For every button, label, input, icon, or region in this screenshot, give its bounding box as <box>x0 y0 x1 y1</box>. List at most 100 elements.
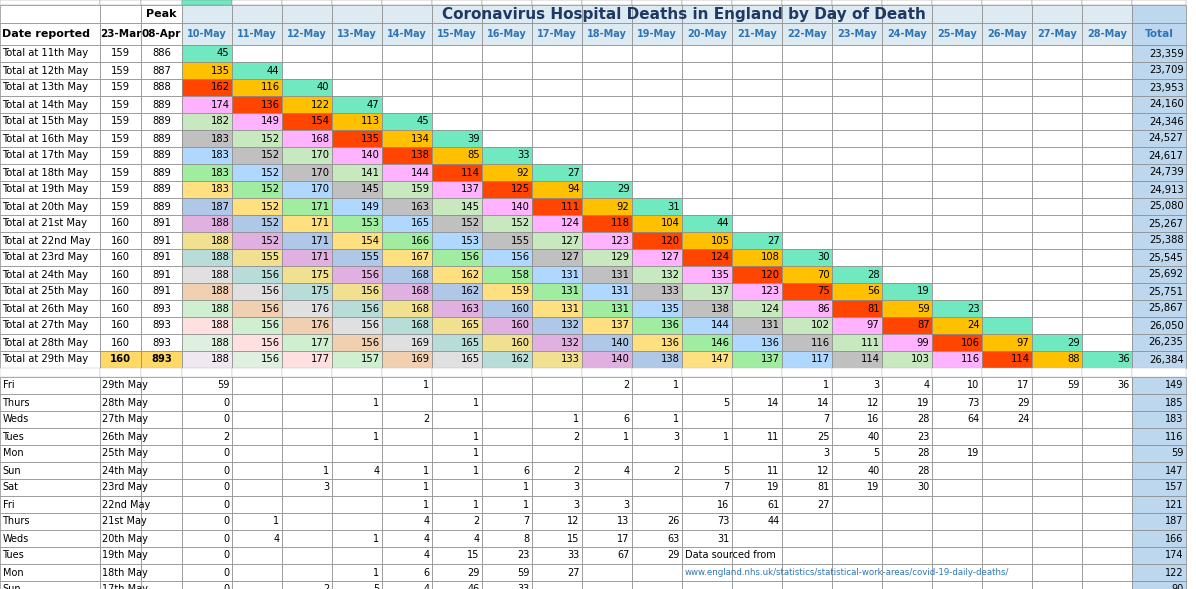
Text: 29: 29 <box>617 184 629 194</box>
Text: 3: 3 <box>573 482 580 492</box>
Bar <box>782 462 832 479</box>
Bar <box>232 96 282 113</box>
Bar <box>782 317 832 334</box>
Bar <box>282 317 332 334</box>
Bar <box>832 351 881 368</box>
Bar <box>932 513 982 530</box>
Bar <box>141 581 182 589</box>
Bar <box>782 215 832 232</box>
Text: 1: 1 <box>423 482 429 492</box>
Bar <box>382 147 432 164</box>
Bar <box>832 547 881 564</box>
Text: 1: 1 <box>673 415 679 425</box>
Bar <box>1131 368 1186 377</box>
Text: 3: 3 <box>323 482 330 492</box>
Text: 185: 185 <box>1165 398 1184 408</box>
Bar <box>182 428 232 445</box>
Bar <box>1032 79 1082 96</box>
Text: 120: 120 <box>761 270 780 280</box>
Text: 889: 889 <box>152 117 171 127</box>
Bar <box>332 368 382 377</box>
Text: 31: 31 <box>667 201 679 211</box>
Bar <box>631 0 682 5</box>
Text: 92: 92 <box>517 167 530 177</box>
Bar <box>582 96 631 113</box>
Text: 25: 25 <box>817 432 830 442</box>
Bar <box>282 334 332 351</box>
Text: 136: 136 <box>660 320 679 330</box>
Bar <box>182 334 232 351</box>
Bar <box>732 5 782 23</box>
Bar <box>782 249 832 266</box>
Bar <box>232 479 282 496</box>
Bar <box>1131 249 1186 266</box>
Bar <box>432 411 482 428</box>
Bar <box>382 394 432 411</box>
Text: 108: 108 <box>761 253 780 263</box>
Text: 5: 5 <box>373 584 379 589</box>
Bar <box>1032 462 1082 479</box>
Bar <box>682 164 732 181</box>
Bar <box>582 317 631 334</box>
Bar <box>782 334 832 351</box>
Text: 162: 162 <box>460 270 480 280</box>
Bar <box>881 377 932 394</box>
Bar <box>832 0 881 5</box>
Bar <box>1082 479 1131 496</box>
Text: 12: 12 <box>567 517 580 527</box>
Bar <box>732 300 782 317</box>
Text: 116: 116 <box>261 82 280 92</box>
Bar <box>881 164 932 181</box>
Text: 140: 140 <box>611 337 629 348</box>
Bar <box>141 445 182 462</box>
Bar <box>1082 96 1131 113</box>
Text: 27: 27 <box>767 236 780 246</box>
Bar <box>881 266 932 283</box>
Text: Total at 16th May: Total at 16th May <box>2 134 89 144</box>
Text: 183: 183 <box>210 134 230 144</box>
Text: 157: 157 <box>360 355 379 365</box>
Text: 1: 1 <box>474 499 480 509</box>
Text: 2: 2 <box>673 465 679 475</box>
Bar <box>582 181 631 198</box>
Bar <box>182 581 232 589</box>
Bar <box>282 283 332 300</box>
Bar <box>1032 147 1082 164</box>
Text: 29: 29 <box>1017 398 1030 408</box>
Bar <box>782 479 832 496</box>
Bar <box>932 96 982 113</box>
Text: 27-May: 27-May <box>1037 29 1076 39</box>
Bar <box>282 394 332 411</box>
Bar <box>832 317 881 334</box>
Text: 162: 162 <box>210 82 230 92</box>
Text: 135: 135 <box>210 65 230 75</box>
Bar <box>432 130 482 147</box>
Text: www.england.nhs.uk/statistics/statistical-work-areas/covid-19-daily-deaths/: www.england.nhs.uk/statistics/statistica… <box>685 568 1009 577</box>
Text: 19-May: 19-May <box>637 29 677 39</box>
Text: 22nd May: 22nd May <box>103 499 151 509</box>
Bar <box>982 300 1032 317</box>
Text: 140: 140 <box>511 201 530 211</box>
Text: 13: 13 <box>617 517 629 527</box>
Bar <box>1032 283 1082 300</box>
Bar <box>982 232 1032 249</box>
Bar <box>832 530 881 547</box>
Bar <box>382 0 432 5</box>
Bar <box>881 23 932 45</box>
Text: Total at 28th May: Total at 28th May <box>2 337 89 348</box>
Bar <box>732 334 782 351</box>
Bar <box>1131 96 1186 113</box>
Bar <box>1032 411 1082 428</box>
Text: 105: 105 <box>710 236 730 246</box>
Bar <box>782 96 832 113</box>
Bar <box>332 45 382 62</box>
Text: 136: 136 <box>261 100 280 110</box>
Bar <box>141 513 182 530</box>
Bar <box>732 317 782 334</box>
Text: 6: 6 <box>524 465 530 475</box>
Bar <box>932 581 982 589</box>
Bar <box>482 198 532 215</box>
Bar <box>832 445 881 462</box>
Bar <box>332 317 382 334</box>
Text: 133: 133 <box>561 355 580 365</box>
